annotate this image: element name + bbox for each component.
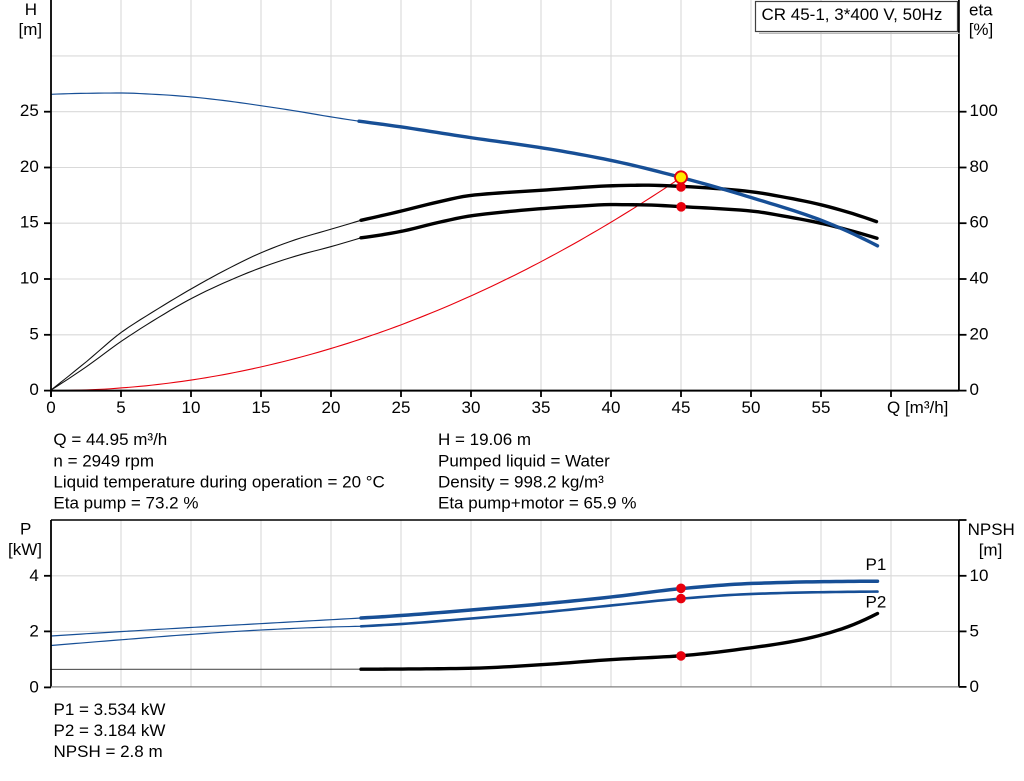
svg-text:P2: P2 xyxy=(866,593,887,612)
svg-text:10: 10 xyxy=(970,566,989,585)
svg-text:[kW]: [kW] xyxy=(8,540,42,559)
svg-text:5: 5 xyxy=(116,398,125,417)
svg-text:0: 0 xyxy=(29,380,38,399)
svg-text:5: 5 xyxy=(29,324,38,343)
svg-text:P1 = 3.534 kW: P1 = 3.534 kW xyxy=(54,700,166,719)
svg-text:0: 0 xyxy=(29,677,38,696)
svg-text:[%]: [%] xyxy=(969,20,994,39)
svg-text:Eta pump = 73.2 %: Eta pump = 73.2 % xyxy=(53,494,198,513)
svg-text:Liquid temperature during oper: Liquid temperature during operation = 20… xyxy=(53,473,384,492)
svg-text:55: 55 xyxy=(812,398,831,417)
svg-text:20: 20 xyxy=(20,157,39,176)
svg-text:20: 20 xyxy=(970,324,989,343)
svg-text:35: 35 xyxy=(532,398,551,417)
svg-text:5: 5 xyxy=(970,621,979,640)
svg-text:0: 0 xyxy=(970,380,979,399)
svg-text:NPSH: NPSH xyxy=(968,520,1015,539)
svg-text:40: 40 xyxy=(602,398,621,417)
svg-text:30: 30 xyxy=(462,398,481,417)
svg-text:2: 2 xyxy=(29,621,38,640)
svg-text:NPSH = 2.8 m: NPSH = 2.8 m xyxy=(54,742,163,761)
svg-text:Pumped liquid = Water: Pumped liquid = Water xyxy=(438,451,610,470)
svg-text:0: 0 xyxy=(46,398,55,417)
svg-text:Eta pump+motor = 65.9 %: Eta pump+motor = 65.9 % xyxy=(438,494,636,513)
svg-text:15: 15 xyxy=(252,398,271,417)
svg-text:P: P xyxy=(20,520,31,539)
svg-text:Density = 998.2 kg/m³: Density = 998.2 kg/m³ xyxy=(438,473,604,492)
svg-text:H = 19.06 m: H = 19.06 m xyxy=(438,430,531,449)
svg-text:15: 15 xyxy=(20,213,39,232)
svg-text:Q = 44.95 m³/h: Q = 44.95 m³/h xyxy=(53,430,167,449)
svg-text:[m]: [m] xyxy=(19,20,43,39)
svg-text:CR 45-1, 3*400 V, 50Hz: CR 45-1, 3*400 V, 50Hz xyxy=(762,5,943,24)
svg-text:45: 45 xyxy=(672,398,691,417)
svg-text:50: 50 xyxy=(742,398,761,417)
svg-text:10: 10 xyxy=(182,398,201,417)
svg-text:P1: P1 xyxy=(866,555,887,574)
svg-text:Q [m³/h]: Q [m³/h] xyxy=(887,398,948,417)
svg-text:4: 4 xyxy=(29,566,38,585)
svg-text:10: 10 xyxy=(20,269,39,288)
svg-text:[m]: [m] xyxy=(979,540,1003,559)
svg-text:n = 2949 rpm: n = 2949 rpm xyxy=(53,451,154,470)
svg-text:100: 100 xyxy=(970,101,998,120)
svg-text:25: 25 xyxy=(392,398,411,417)
svg-text:20: 20 xyxy=(322,398,341,417)
svg-text:80: 80 xyxy=(970,157,989,176)
svg-text:H: H xyxy=(25,0,37,19)
svg-text:40: 40 xyxy=(970,269,989,288)
svg-text:25: 25 xyxy=(20,101,39,120)
svg-text:60: 60 xyxy=(970,213,989,232)
svg-text:eta: eta xyxy=(969,0,993,19)
svg-text:P2 = 3.184 kW: P2 = 3.184 kW xyxy=(54,721,166,740)
svg-text:0: 0 xyxy=(970,677,979,696)
